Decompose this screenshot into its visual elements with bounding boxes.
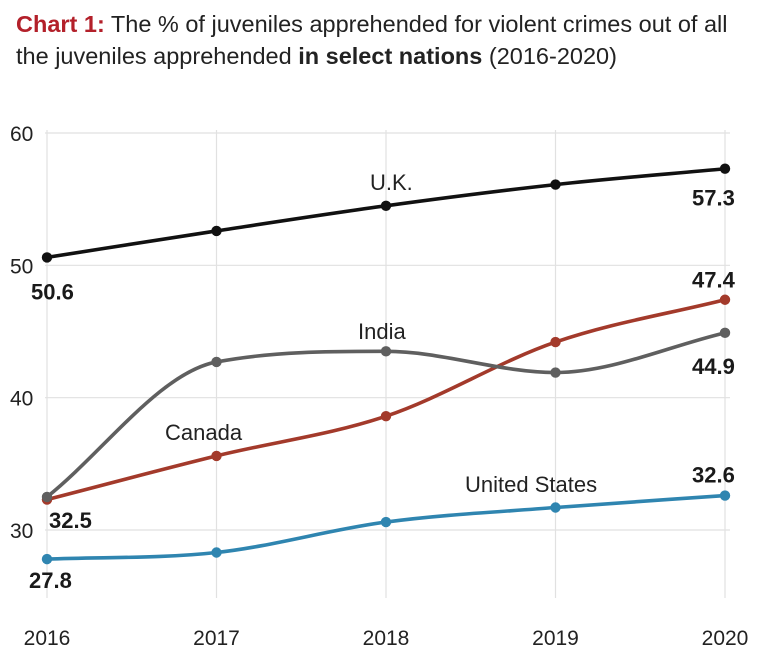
data-point-united-states-2019 (550, 502, 561, 513)
data-point-united-states-2018 (380, 516, 392, 528)
data-point-u-k-2016 (41, 252, 53, 263)
value-label-u-k-last: 57.3 (692, 186, 735, 211)
data-point-canada-2017 (211, 450, 222, 462)
data-point-india-2016 (41, 491, 53, 503)
chart-title: Chart 1: The % of juveniles apprehended … (16, 8, 751, 72)
chart-title-text-2: (2016-2020) (482, 43, 617, 69)
y-tick-label-60: 60 (10, 123, 33, 146)
data-point-canada-2018 (380, 410, 392, 422)
data-point-united-states-2016 (41, 553, 53, 565)
value-label-u-k-first: 50.6 (31, 279, 74, 304)
data-point-india-2018 (380, 346, 392, 357)
data-point-u-k-2019 (550, 179, 561, 190)
data-point-u-k-2018 (380, 200, 392, 211)
data-point-india-2017 (211, 356, 222, 368)
value-labels: 50.6 57.3 47.4 32.5 44.9 27.8 32.6 (29, 186, 736, 593)
y-tick-label-40: 40 (10, 388, 33, 411)
x-tick-label-2016: 2016 (24, 627, 71, 650)
data-point-india-2020 (719, 327, 731, 339)
series-name-canada: Canada (165, 420, 243, 445)
y-axis-ticks: 30 40 50 60 (10, 123, 33, 543)
y-tick-label-50: 50 (10, 255, 33, 278)
chart-title-text-1: The % of juveniles apprehended for viole… (16, 11, 728, 69)
series-name-united-states: United States (465, 472, 597, 497)
data-point-united-states-2017 (211, 547, 222, 558)
series-name-labels: U.K. Canada India United States (165, 170, 597, 497)
x-tick-label-2018: 2018 (363, 627, 410, 650)
value-label-canada-last: 47.4 (692, 268, 736, 293)
y-tick-label-30: 30 (10, 520, 33, 543)
x-tick-label-2019: 2019 (532, 627, 579, 650)
series-name-u-k: U.K. (370, 170, 413, 195)
value-label-india-first: 32.5 (49, 508, 92, 533)
chart-title-bold: in select nations (298, 43, 483, 69)
data-point-india-2019 (550, 367, 561, 378)
x-tick-label-2020: 2020 (702, 627, 749, 650)
data-point-canada-2020 (719, 294, 731, 305)
data-point-u-k-2020 (719, 163, 731, 174)
data-point-canada-2019 (550, 336, 561, 348)
chart-title-lead: Chart 1: (16, 11, 105, 37)
series-points (41, 163, 731, 565)
value-label-united-states-first: 27.8 (29, 568, 72, 593)
x-axis-ticks: 2016 2017 2018 2019 2020 (24, 627, 749, 650)
data-point-united-states-2020 (719, 490, 731, 501)
series-name-india: India (358, 319, 406, 344)
data-point-u-k-2017 (211, 225, 222, 237)
x-tick-label-2017: 2017 (193, 627, 240, 650)
value-label-united-states-last: 32.6 (692, 463, 735, 488)
gridlines (45, 130, 730, 598)
value-label-india-last: 44.9 (692, 354, 735, 379)
